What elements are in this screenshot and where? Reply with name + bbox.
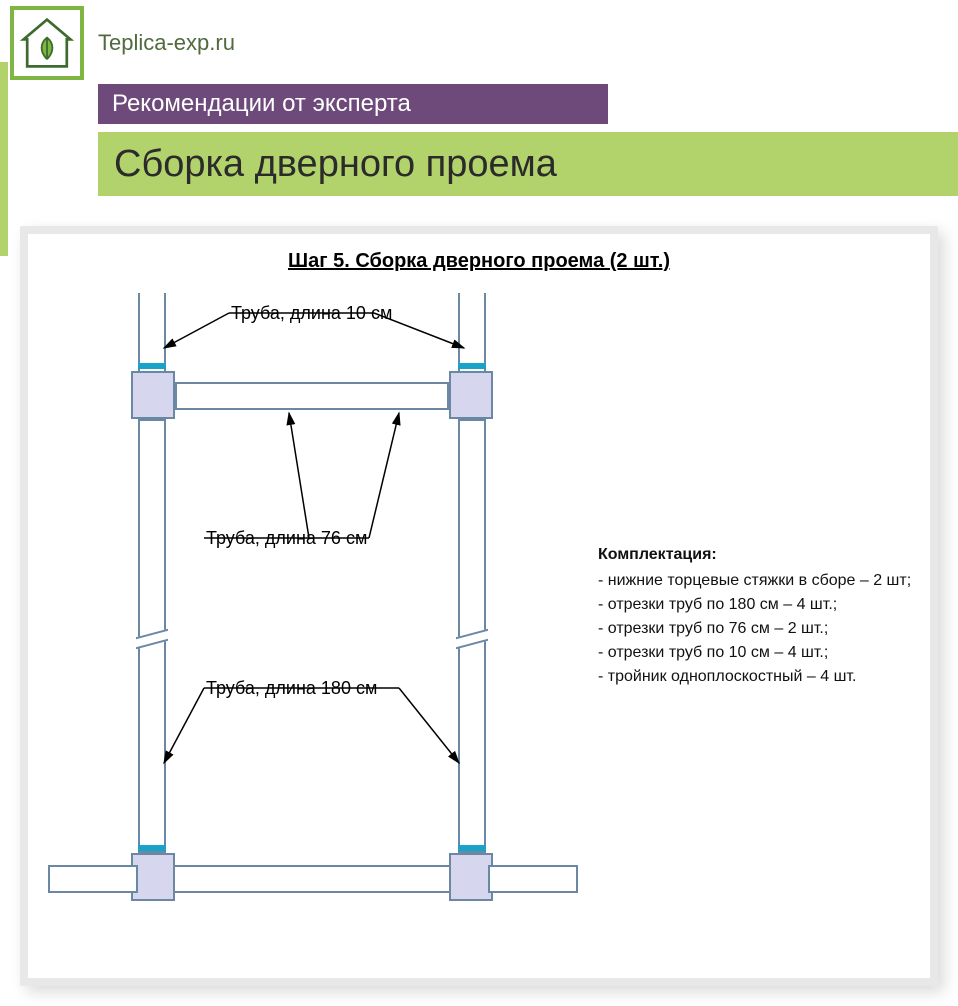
page-title: Сборка дверного проема: [98, 132, 958, 196]
spec-item: - нижние торцевые стяжки в сборе – 2 шт;: [598, 569, 911, 593]
pipe-crossbar: [175, 382, 449, 410]
diagram-panel: Шаг 5. Сборка дверного проема (2 шт.): [20, 226, 938, 986]
spec-heading: Комплектация:: [598, 543, 911, 567]
pipe-base-mid: [175, 865, 449, 893]
tee-top-left: [131, 371, 175, 419]
label-pipe76: Труба, длина 76 см: [206, 528, 367, 549]
spec-item: - отрезки труб по 180 см – 4 шт.;: [598, 593, 911, 617]
expert-bar: Рекомендации от эксперта: [98, 84, 608, 124]
spec-item: - тройник одноплоскостный – 4 шт.: [598, 665, 911, 689]
header: Teplica-exp.ru: [0, 0, 958, 80]
greenhouse-icon: [20, 16, 74, 70]
pipe-base-left: [48, 865, 138, 893]
site-logo: [10, 6, 84, 80]
band: [458, 363, 486, 369]
label-pipe10: Труба, длина 10 см: [231, 303, 392, 324]
spec-item: - отрезки труб по 76 см – 2 шт.;: [598, 617, 911, 641]
label-pipe180: Труба, длина 180 см: [206, 678, 377, 699]
pipe-top-right: [458, 293, 486, 373]
band: [138, 363, 166, 369]
tee-bottom-right: [449, 853, 493, 901]
spec-item: - отрезки труб по 10 см – 4 шт.;: [598, 641, 911, 665]
spec-block: Комплектация: - нижние торцевые стяжки в…: [598, 543, 911, 689]
band: [138, 845, 166, 851]
diagram: Труба, длина 10 см Труба, длина 76 см Тр…: [28, 293, 930, 973]
band: [458, 845, 486, 851]
step-title: Шаг 5. Сборка дверного проема (2 шт.): [28, 250, 930, 273]
tee-top-right: [449, 371, 493, 419]
site-name: Teplica-exp.ru: [98, 30, 235, 56]
pipe-top-left: [138, 293, 166, 373]
left-accent-strip: [0, 62, 8, 256]
pipe-base-right: [488, 865, 578, 893]
